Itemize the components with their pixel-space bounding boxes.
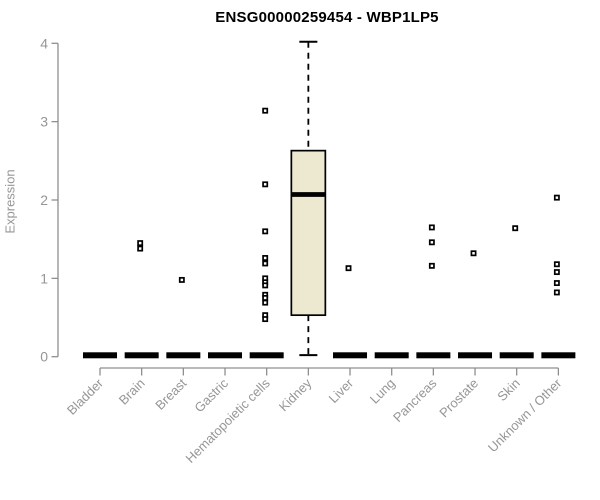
x-tick-label-liver: Liver [326, 375, 357, 406]
boxplot-gastric [208, 352, 243, 359]
outlier-point [262, 107, 269, 114]
outlier-point [137, 245, 144, 252]
outlier-point [428, 239, 435, 246]
boxplot-pancreas [416, 224, 451, 359]
boxplot-unknown-other [541, 194, 576, 359]
chart-title: ENSG00000259454 - WBP1LP5 [215, 9, 439, 26]
outlier-point [178, 276, 185, 283]
outlier-point [262, 228, 269, 235]
x-tick-label-prostate: Prostate [436, 376, 481, 421]
outlier-point [428, 262, 435, 269]
outlier-point [553, 289, 560, 296]
zero-box-bar [333, 352, 368, 359]
zero-box-bar [374, 352, 409, 359]
y-tick-label: 0 [40, 349, 48, 365]
zero-box-bar [124, 352, 159, 359]
outlier-point [262, 299, 269, 306]
zero-box-bar [166, 352, 201, 359]
zero-box-bar [499, 352, 534, 359]
y-tick-label: 4 [40, 35, 48, 51]
outlier-point [553, 269, 560, 276]
outlier-point [262, 260, 269, 267]
zero-box-bar [416, 352, 451, 359]
boxplot-lung [374, 352, 409, 359]
x-tick-label-pancreas: Pancreas [390, 375, 440, 425]
boxplot-prostate [458, 250, 493, 359]
y-tick-label: 1 [40, 270, 48, 286]
zero-box-bar [249, 352, 284, 359]
outlier-point [553, 261, 560, 268]
outlier-point [262, 255, 269, 261]
outlier-point [345, 265, 352, 272]
outlier-point [553, 194, 560, 201]
boxplot-breast [166, 276, 201, 359]
x-tick-label-skin: Skin [494, 376, 522, 404]
boxplot-liver [333, 265, 368, 359]
outlier-point [553, 280, 560, 287]
boxplot-kidney [290, 40, 327, 357]
x-tick-label-bladder: Bladder [64, 375, 107, 418]
boxplot-skin [499, 225, 534, 359]
x-tick-label-kidney: Kidney [276, 375, 315, 414]
x-tick-label-breast: Breast [152, 375, 189, 412]
outlier-point [137, 240, 144, 247]
zero-box-bar [458, 352, 493, 359]
y-tick-label: 2 [40, 192, 48, 208]
x-tick-label-gastric: Gastric [191, 375, 231, 415]
boxplot-brain [124, 240, 159, 359]
outlier-point [262, 282, 269, 289]
outlier-point [428, 224, 435, 231]
boxplot-bladder [83, 352, 117, 359]
outlier-point [470, 250, 477, 257]
outlier-point [262, 294, 269, 301]
y-tick-label: 3 [40, 114, 48, 130]
box [290, 149, 327, 317]
outlier-point [262, 316, 269, 323]
x-tick-label-brain: Brain [116, 376, 148, 408]
outlier-point [512, 225, 519, 232]
zero-box-bar [541, 352, 576, 359]
outlier-point [262, 181, 269, 188]
x-tick-label-lung: Lung [367, 376, 398, 407]
zero-box-bar [83, 352, 117, 359]
zero-box-bar [208, 352, 243, 359]
boxplot-hematopoietic-cells [249, 107, 284, 359]
x-tick-label-unknown-other: Unknown / Other [485, 375, 565, 455]
